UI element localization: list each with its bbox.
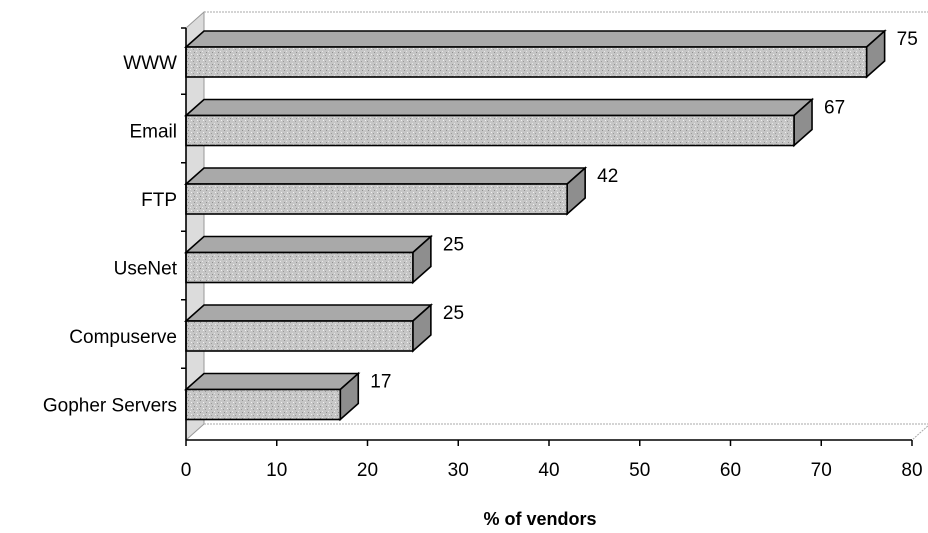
bar-top-face	[186, 374, 358, 390]
bar-www	[186, 31, 885, 77]
bar-email	[186, 100, 812, 146]
bar-top-face	[186, 305, 431, 321]
bar-front-face	[186, 184, 567, 214]
x-tick-label: 60	[720, 460, 741, 481]
data-label: 25	[443, 303, 464, 324]
bar-top-face	[186, 100, 812, 116]
category-label: FTP	[141, 190, 177, 211]
category-label: WWW	[123, 53, 177, 74]
x-tick-label: 0	[181, 460, 192, 481]
x-tick-label: 70	[811, 460, 832, 481]
category-label: Compuserve	[69, 327, 177, 348]
category-label: Email	[129, 122, 177, 143]
chart-floor-edge	[204, 424, 928, 440]
data-label: 42	[597, 166, 618, 187]
bar-compuserve	[186, 305, 431, 351]
bar-top-face	[186, 168, 585, 184]
bar-usenet	[186, 237, 431, 283]
category-label: UseNet	[114, 259, 178, 280]
x-tick-label: 80	[901, 460, 922, 481]
bar-ftp	[186, 168, 585, 214]
x-tick-label: 50	[629, 460, 650, 481]
bar-top-face	[186, 31, 885, 47]
data-label: 17	[370, 372, 391, 393]
x-axis-title: % of vendors	[483, 509, 596, 529]
bar-front-face	[186, 390, 340, 420]
category-label: Gopher Servers	[43, 396, 177, 417]
data-label: 75	[897, 29, 918, 50]
data-label: 25	[443, 235, 464, 256]
bar-gopher-servers	[186, 374, 358, 420]
bar-front-face	[186, 116, 794, 146]
data-label: 67	[824, 98, 845, 119]
bar-top-face	[186, 237, 431, 253]
bar-front-face	[186, 321, 413, 351]
x-tick-label: 30	[448, 460, 469, 481]
bar-front-face	[186, 253, 413, 283]
x-tick-label: 10	[266, 460, 287, 481]
x-tick-label: 40	[538, 460, 559, 481]
x-tick-label: 20	[357, 460, 378, 481]
bar-front-face	[186, 47, 867, 77]
